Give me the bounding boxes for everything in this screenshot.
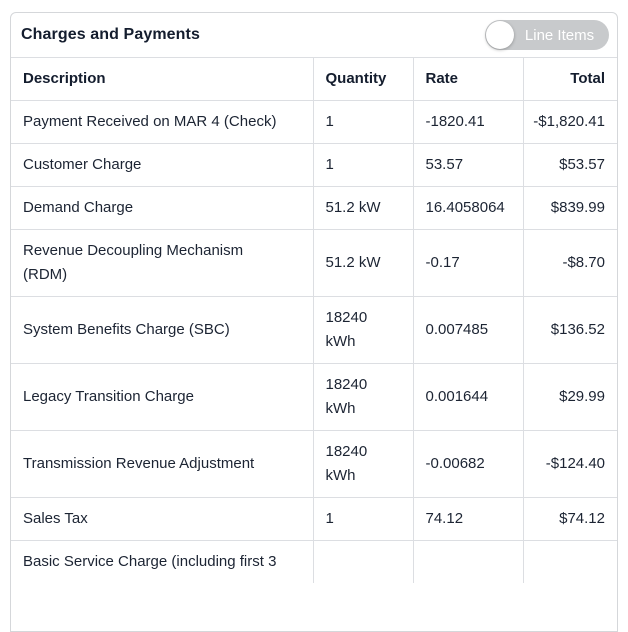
- charges-table-body: Payment Received on MAR 4 (Check) 1 -1820.…: [10, 100, 618, 584]
- cell-rate: 0.001644: [412, 363, 524, 431]
- cell-rate: -1820.41: [412, 100, 524, 144]
- cell-description: Basic Service Charge (including first 3: [10, 540, 314, 584]
- table-row: Transmission Revenue Adjustment 18240 kWh…: [10, 430, 618, 498]
- table-row: Customer Charge 1 53.57 $53.57: [10, 143, 618, 187]
- table-row: System Benefits Charge (SBC) 18240 kWh 0.0…: [10, 296, 618, 364]
- cell-total: $53.57: [522, 143, 618, 187]
- cell-quantity: 51.2 kW: [312, 229, 414, 297]
- cell-total: $29.99: [522, 363, 618, 431]
- cell-quantity: 1: [312, 497, 414, 541]
- cell-description: Legacy Transition Charge: [10, 363, 314, 431]
- column-header-quantity: Quantity: [312, 57, 414, 101]
- toggle-label: Line Items: [524, 26, 595, 44]
- table-row: Payment Received on MAR 4 (Check) 1 -1820.…: [10, 100, 618, 144]
- cell-quantity: 18240 kWh: [312, 363, 414, 431]
- card-title: Charges and Payments: [21, 26, 200, 43]
- charges-and-payments-card: Charges and Payments Line Items Descript…: [10, 12, 618, 632]
- cell-rate: -0.00682: [412, 430, 524, 498]
- cell-total: $136.52: [522, 296, 618, 364]
- column-header-rate: Rate: [412, 57, 524, 101]
- cell-quantity: 18240 kWh: [312, 430, 414, 498]
- cell-description: Demand Charge: [10, 186, 314, 230]
- cell-description: Payment Received on MAR 4 (Check): [10, 100, 314, 144]
- column-header-description: Description: [10, 57, 314, 101]
- cell-rate: 74.12: [412, 497, 524, 541]
- charges-table: Description Quantity Rate Total Payment …: [10, 57, 618, 584]
- line-items-toggle[interactable]: Line Items: [485, 20, 609, 50]
- cell-quantity: 18240 kWh: [312, 296, 414, 364]
- cell-description: System Benefits Charge (SBC): [10, 296, 314, 364]
- table-header: Description Quantity Rate Total: [10, 57, 618, 101]
- cell-total: -$1,820.41: [522, 100, 618, 144]
- cell-description: Revenue Decoupling Mechanism (RDM): [10, 229, 314, 297]
- table-row: Legacy Transition Charge 18240 kWh 0.00164…: [10, 363, 618, 431]
- cell-description: Transmission Revenue Adjustment: [10, 430, 314, 498]
- cell-rate: 16.4058064: [412, 186, 524, 230]
- table-row: Basic Service Charge (including first 3: [10, 540, 618, 584]
- cell-description: Customer Charge: [10, 143, 314, 187]
- cell-rate: -0.17: [412, 229, 524, 297]
- table-row: Demand Charge 51.2 kW 16.4058064 $839.99: [10, 186, 618, 230]
- cell-total: $74.12: [522, 497, 618, 541]
- cell-quantity: 1: [312, 100, 414, 144]
- cell-description: Sales Tax: [10, 497, 314, 541]
- table-row: Sales Tax 1 74.12 $74.12: [10, 497, 618, 541]
- cell-rate: 0.007485: [412, 296, 524, 364]
- cell-total: [522, 540, 618, 584]
- toggle-knob-icon: [486, 21, 514, 49]
- column-header-total: Total: [522, 57, 618, 101]
- cell-quantity: [312, 540, 414, 584]
- cell-quantity: 1: [312, 143, 414, 187]
- table-row: Revenue Decoupling Mechanism (RDM) 51.2 k…: [10, 229, 618, 297]
- cell-rate: 53.57: [412, 143, 524, 187]
- card-header: Charges and Payments Line Items: [11, 13, 617, 58]
- header-row: Description Quantity Rate Total: [10, 57, 618, 101]
- cell-total: $839.99: [522, 186, 618, 230]
- cell-rate: [412, 540, 524, 584]
- cell-total: -$8.70: [522, 229, 618, 297]
- cell-total: -$124.40: [522, 430, 618, 498]
- cell-quantity: 51.2 kW: [312, 186, 414, 230]
